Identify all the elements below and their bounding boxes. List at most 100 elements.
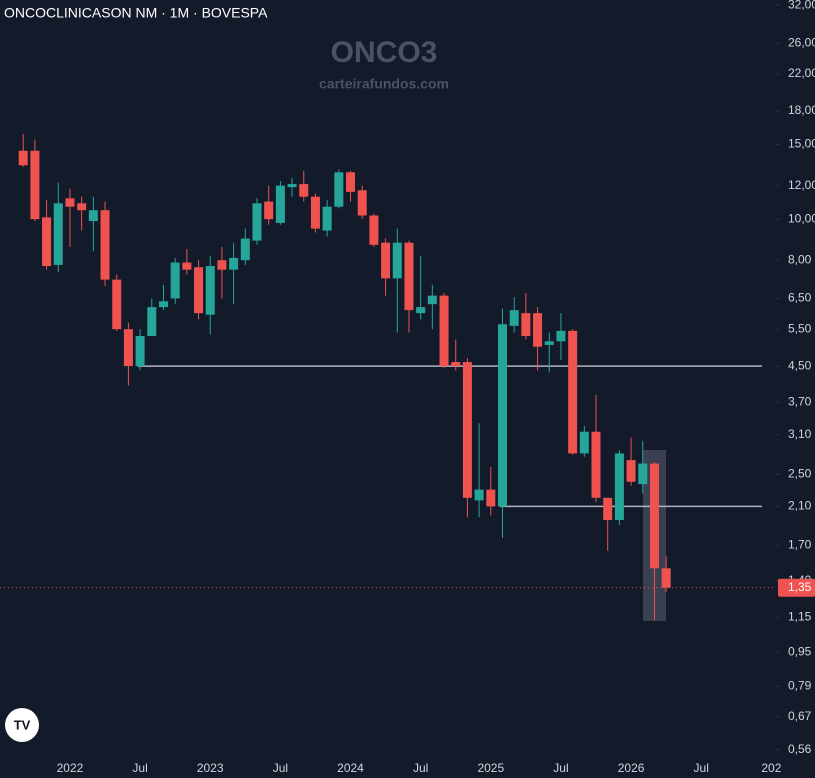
candle-body bbox=[451, 362, 461, 367]
candle-body bbox=[112, 279, 122, 330]
y-tick-label: 5,50 bbox=[788, 321, 812, 335]
x-tick-label: Jul bbox=[413, 761, 428, 775]
candle-body bbox=[638, 463, 648, 485]
candle-body bbox=[427, 295, 437, 305]
x-tick-label: 2022 bbox=[57, 761, 84, 775]
candle-body bbox=[381, 242, 391, 279]
time-axis-panel bbox=[0, 757, 776, 778]
y-tick-label: 8,00 bbox=[788, 252, 812, 266]
x-tick-label: 2024 bbox=[337, 761, 364, 775]
y-tick-label: 32,00 bbox=[788, 0, 815, 11]
candle-body bbox=[135, 336, 145, 367]
candle-body bbox=[182, 262, 192, 270]
y-tick-label: 12,00 bbox=[788, 178, 815, 192]
candle-body bbox=[252, 203, 262, 241]
candle-body bbox=[53, 203, 63, 265]
y-tick-label: 2,10 bbox=[788, 499, 812, 513]
candle-body bbox=[521, 313, 531, 337]
candle-body bbox=[65, 198, 75, 207]
y-tick-label: 26,00 bbox=[788, 35, 815, 49]
candle-body bbox=[240, 238, 250, 261]
candle-body bbox=[194, 267, 204, 314]
candle-body bbox=[170, 262, 180, 299]
candle-body bbox=[42, 217, 52, 267]
candle-body bbox=[123, 329, 133, 367]
candle-body bbox=[404, 242, 414, 311]
candle-body bbox=[462, 362, 472, 498]
candle-body bbox=[18, 150, 28, 166]
x-tick-label: 202 bbox=[761, 761, 781, 775]
candle-body bbox=[591, 431, 601, 498]
candle-body bbox=[614, 453, 624, 521]
candle-body bbox=[275, 185, 285, 223]
y-tick-label: 2,50 bbox=[788, 466, 812, 480]
y-tick-label: 6,50 bbox=[788, 291, 812, 305]
candle-body bbox=[30, 150, 40, 220]
x-tick-label: Jul bbox=[132, 761, 147, 775]
x-tick-label: Jul bbox=[553, 761, 568, 775]
x-tick-label: 2025 bbox=[477, 761, 504, 775]
candle-body bbox=[334, 172, 344, 207]
candle-body bbox=[205, 266, 215, 315]
y-tick-label: 1,70 bbox=[788, 537, 812, 551]
y-tick-label: 1,15 bbox=[788, 609, 812, 623]
candle-body bbox=[287, 184, 297, 188]
y-tick-label: 15,00 bbox=[788, 137, 815, 151]
candle-body bbox=[474, 489, 484, 501]
candle-body bbox=[497, 324, 507, 507]
candle-body bbox=[264, 201, 274, 220]
candle-body bbox=[147, 307, 157, 337]
candle-body bbox=[556, 330, 566, 342]
candle-body bbox=[439, 295, 449, 367]
y-tick-label: 3,10 bbox=[788, 427, 812, 441]
candle-body bbox=[544, 341, 554, 345]
candle-body bbox=[88, 210, 98, 222]
candle-body bbox=[626, 460, 636, 482]
x-tick-label: Jul bbox=[694, 761, 709, 775]
candle-body bbox=[229, 257, 239, 270]
candle-body bbox=[392, 242, 402, 279]
candle-body bbox=[603, 497, 613, 521]
y-tick-label: 0,95 bbox=[788, 645, 812, 659]
y-tick-label: 0,67 bbox=[788, 709, 812, 723]
price-axis-panel bbox=[776, 0, 815, 778]
candle-body bbox=[322, 206, 332, 231]
y-tick-label: 3,70 bbox=[788, 394, 812, 408]
candle-body bbox=[158, 301, 168, 308]
candle-body bbox=[217, 260, 227, 270]
svg-text:TV: TV bbox=[14, 717, 31, 732]
candle-body bbox=[649, 463, 659, 569]
y-tick-label: 0,56 bbox=[788, 742, 812, 756]
candle-body bbox=[486, 489, 496, 507]
chart-title: ONCOCLINICASON NM · 1M · BOVESPA bbox=[4, 5, 268, 21]
candle-body bbox=[568, 330, 578, 454]
y-tick-label: 10,00 bbox=[788, 211, 815, 225]
watermark-subtitle: carteirafundos.com bbox=[319, 76, 449, 92]
candle-body bbox=[579, 431, 589, 454]
tv-logo: TV bbox=[5, 708, 39, 742]
candle-body bbox=[100, 210, 110, 280]
candle-body bbox=[346, 172, 356, 192]
last-price-box bbox=[778, 578, 815, 597]
y-tick-label: 22,00 bbox=[788, 66, 815, 80]
x-tick-label: Jul bbox=[273, 761, 288, 775]
candle-body bbox=[533, 313, 543, 347]
y-tick-label: 18,00 bbox=[788, 103, 815, 117]
candle-body bbox=[357, 190, 367, 216]
last-price-label: 1,35 bbox=[788, 580, 812, 594]
x-tick-label: 2026 bbox=[618, 761, 645, 775]
watermark: ONCO3 bbox=[331, 36, 438, 69]
y-tick-label: 4,50 bbox=[788, 358, 812, 372]
candle-body bbox=[416, 307, 426, 314]
x-tick-label: 2023 bbox=[197, 761, 224, 775]
y-tick-label: 0,79 bbox=[788, 678, 812, 692]
candle-body bbox=[310, 196, 320, 229]
candle-body bbox=[509, 310, 519, 326]
candle-body bbox=[369, 215, 379, 245]
candle-body bbox=[661, 568, 671, 588]
candle-body bbox=[299, 184, 309, 197]
candle-body bbox=[77, 203, 87, 211]
